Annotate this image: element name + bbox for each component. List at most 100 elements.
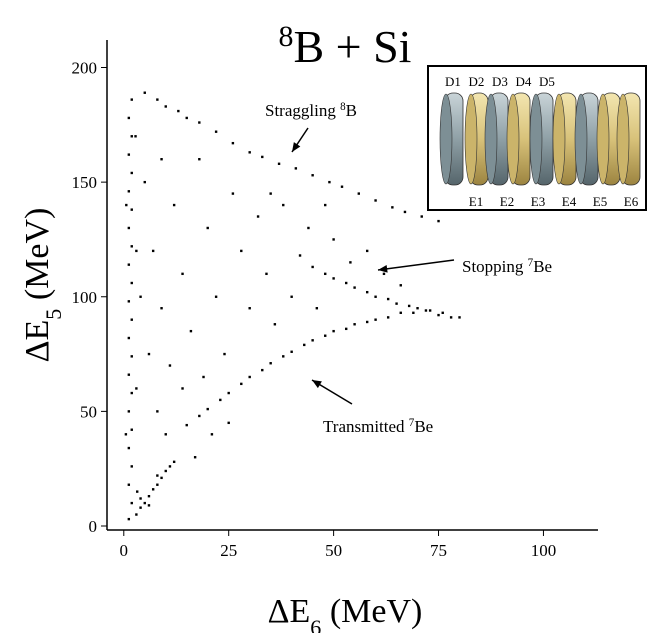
point xyxy=(202,375,205,379)
point xyxy=(130,391,133,395)
point xyxy=(130,501,133,505)
annotation-part: B xyxy=(346,101,357,120)
point xyxy=(210,433,214,436)
point xyxy=(130,318,133,321)
point xyxy=(416,307,419,310)
detector-face xyxy=(616,93,630,185)
point xyxy=(172,203,176,207)
point xyxy=(127,517,131,521)
point xyxy=(345,327,348,331)
point xyxy=(127,336,131,340)
point xyxy=(282,203,285,207)
point xyxy=(181,272,184,276)
point xyxy=(160,158,163,161)
point xyxy=(185,116,188,120)
detector-face xyxy=(506,93,520,185)
point xyxy=(353,323,356,326)
point xyxy=(136,490,139,493)
annotation-arrowhead xyxy=(378,264,388,273)
point xyxy=(256,215,260,218)
point xyxy=(248,375,251,379)
point xyxy=(428,309,432,312)
point xyxy=(206,226,209,230)
point xyxy=(290,350,293,353)
point xyxy=(269,362,272,365)
y-axis-label-part: 5 xyxy=(41,309,66,320)
detector-face xyxy=(484,93,498,185)
x-axis-label-part: ΔE xyxy=(268,593,311,630)
point xyxy=(403,210,407,214)
point xyxy=(227,421,230,425)
inset-label: E1 xyxy=(469,194,483,209)
point xyxy=(311,339,314,342)
point xyxy=(332,277,335,280)
point xyxy=(332,329,335,333)
y-axis-label-part: ΔE xyxy=(19,320,56,363)
point xyxy=(139,295,142,298)
point xyxy=(172,460,176,464)
detector-face xyxy=(464,93,478,185)
point xyxy=(185,423,188,427)
point xyxy=(324,334,327,337)
point xyxy=(294,167,298,170)
point xyxy=(223,352,226,356)
point xyxy=(181,387,184,390)
point xyxy=(130,135,133,138)
point xyxy=(127,410,131,413)
point xyxy=(290,295,293,298)
y-axis-label: ΔE5 (MeV) xyxy=(19,208,66,363)
point xyxy=(127,263,131,266)
point xyxy=(143,501,146,505)
inset-label: E3 xyxy=(531,194,545,209)
annotation-part: 7 xyxy=(528,257,534,269)
point xyxy=(151,488,155,491)
point xyxy=(365,320,369,324)
annotation: Transmitted 7Be xyxy=(323,417,433,436)
x-tick-label: 100 xyxy=(531,541,557,560)
point xyxy=(127,373,131,376)
x-axis-label-part: 6 xyxy=(310,615,321,633)
point xyxy=(214,295,218,298)
y-tick-label: 100 xyxy=(72,288,98,307)
point xyxy=(160,476,163,480)
annotation-arrowhead xyxy=(312,380,322,389)
inset-label: D4 xyxy=(516,74,532,89)
point xyxy=(143,180,146,184)
point xyxy=(164,469,167,473)
point xyxy=(382,272,386,276)
point xyxy=(206,407,209,411)
point xyxy=(177,109,180,113)
point xyxy=(198,158,201,161)
point xyxy=(248,307,251,310)
point xyxy=(164,433,167,436)
point xyxy=(127,226,131,230)
detector-face xyxy=(574,93,588,185)
point xyxy=(365,249,369,253)
point xyxy=(130,208,133,211)
point xyxy=(127,190,131,193)
inset-label: D1 xyxy=(445,74,461,89)
point xyxy=(124,433,128,436)
detector-face xyxy=(529,93,543,185)
point xyxy=(147,494,151,498)
detector-inset: D1 D2 D3 D4 D5 E1 E2 E3 E4 E5 E6 xyxy=(427,65,647,211)
point xyxy=(399,311,402,315)
point xyxy=(130,98,133,101)
y-axis-label-part: (MeV) xyxy=(19,208,56,309)
point xyxy=(125,203,128,207)
annotation: Straggling 8B xyxy=(265,101,357,120)
detector-face xyxy=(596,93,610,185)
point xyxy=(332,238,335,241)
annotation-part: 7 xyxy=(409,417,415,429)
inset-label: E4 xyxy=(562,194,577,209)
chart-title-part: 8 xyxy=(279,20,294,53)
point xyxy=(130,428,133,431)
point xyxy=(135,513,138,516)
point xyxy=(168,364,172,367)
point xyxy=(374,318,377,321)
point xyxy=(127,483,131,486)
x-axis-label: ΔE6 (MeV) xyxy=(268,593,423,633)
point xyxy=(134,135,137,138)
point xyxy=(160,307,163,310)
point xyxy=(164,105,167,108)
